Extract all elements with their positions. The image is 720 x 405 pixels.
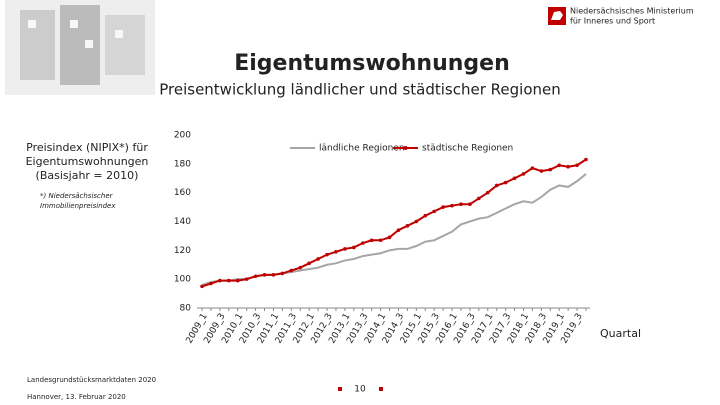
footer: Landesgrundstücksmarktdaten 2020 bbox=[27, 376, 156, 384]
marker bbox=[423, 213, 428, 218]
marker bbox=[271, 273, 276, 277]
marker bbox=[405, 224, 410, 228]
ministry: für Inneres und Sport bbox=[570, 17, 655, 26]
marker bbox=[253, 274, 258, 279]
marker bbox=[539, 169, 544, 173]
marker bbox=[441, 205, 445, 209]
subtitle: Preisentwicklung ländlicher und städtisc… bbox=[159, 81, 561, 99]
marker bbox=[262, 273, 267, 277]
y-tick-label: 180 bbox=[174, 159, 191, 169]
y-axis-label: (Basisjahr = 2010) bbox=[36, 169, 139, 182]
page-number: 10 bbox=[354, 385, 366, 395]
marker bbox=[209, 281, 213, 286]
footnote: Immobilienpreisindex bbox=[40, 202, 116, 210]
ministry: Niedersächsisches Ministerium bbox=[570, 7, 694, 16]
photo bbox=[5, 0, 155, 95]
marker bbox=[334, 249, 338, 254]
marker bbox=[387, 235, 392, 240]
marker bbox=[566, 164, 570, 169]
marker bbox=[369, 238, 374, 243]
y-tick-label: 80 bbox=[180, 304, 192, 314]
plot: 801001201401601802002009_12009_32010_120… bbox=[174, 131, 590, 345]
y-tick-label: 120 bbox=[174, 246, 191, 256]
marker bbox=[316, 257, 320, 261]
y-tick-label: 200 bbox=[174, 131, 191, 141]
marker bbox=[226, 278, 231, 283]
marker bbox=[378, 238, 383, 243]
marker bbox=[459, 202, 463, 206]
marker bbox=[584, 157, 588, 162]
y-tick-label: 160 bbox=[174, 188, 191, 198]
marker bbox=[548, 167, 553, 172]
marker bbox=[235, 278, 240, 283]
y-tick-label: 100 bbox=[174, 275, 191, 285]
marker bbox=[468, 202, 472, 206]
y-tick-label: 140 bbox=[174, 217, 191, 227]
marker bbox=[360, 241, 365, 245]
marker bbox=[352, 245, 356, 250]
footnote: *) Niedersächsischer bbox=[40, 192, 114, 200]
bullet bbox=[338, 387, 342, 391]
marker bbox=[432, 209, 436, 214]
marker bbox=[289, 268, 294, 273]
marker bbox=[512, 176, 517, 181]
marker bbox=[575, 163, 579, 168]
chart-title: Eigentumswohnungen bbox=[234, 51, 510, 76]
line bbox=[201, 158, 587, 288]
marker bbox=[298, 265, 303, 270]
marker bbox=[450, 203, 454, 208]
logo: Niedersächsisches Ministerium für Innere… bbox=[548, 7, 694, 26]
marker bbox=[280, 271, 285, 276]
marker bbox=[521, 172, 526, 176]
marker bbox=[485, 190, 490, 195]
marker bbox=[200, 284, 204, 289]
legend-label: ländliche Regionen bbox=[319, 144, 405, 154]
legend-marker bbox=[403, 146, 408, 150]
marker bbox=[307, 261, 311, 266]
y-axis-label: Eigentumswohnungen bbox=[26, 155, 149, 168]
marker bbox=[325, 252, 329, 257]
y-axis-label: Preisindex (NIPIX*) für bbox=[26, 141, 148, 154]
marker bbox=[494, 183, 499, 188]
marker bbox=[557, 163, 562, 168]
marker bbox=[218, 278, 222, 283]
bullet bbox=[379, 387, 383, 391]
legend-label: städtische Regionen bbox=[422, 144, 513, 154]
marker bbox=[530, 166, 535, 170]
line bbox=[201, 173, 587, 286]
marker bbox=[396, 228, 401, 232]
footer: Hannover, 13. Februar 2020 bbox=[27, 393, 126, 401]
marker bbox=[244, 277, 249, 281]
marker bbox=[503, 180, 508, 185]
marker bbox=[414, 219, 419, 224]
marker bbox=[343, 247, 347, 251]
x-axis-label: Quartal bbox=[600, 327, 641, 340]
marker bbox=[477, 196, 481, 201]
